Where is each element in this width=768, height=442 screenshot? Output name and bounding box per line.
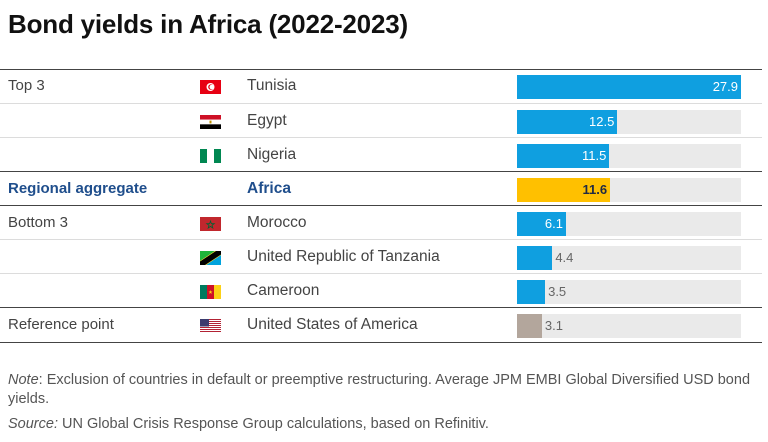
row-country-label: Tunisia [247, 77, 297, 94]
row-country-label: Morocco [247, 214, 307, 231]
bar-track: 3.1 [517, 314, 741, 338]
row-country-label: Nigeria [247, 146, 297, 163]
bar-value-label: 11.5 [582, 148, 607, 163]
table-row: Nigeria 11.5 [0, 137, 762, 171]
row-country-label: United Republic of Tanzania [247, 248, 440, 265]
bar-track: 11.5 [517, 144, 741, 168]
cameroon-flag-icon [200, 285, 221, 299]
bar [517, 144, 610, 168]
footnote-note: Note: Exclusion of countries in default … [8, 371, 758, 409]
table-row: Regional aggregate Africa 11.6 [0, 171, 762, 205]
bar-track: 6.1 [517, 212, 741, 236]
bar-track: 11.6 [517, 178, 741, 202]
row-group-label: Bottom 3 [8, 214, 69, 231]
tanzania-flag-icon [200, 251, 221, 265]
row-group-label: Reference point [8, 316, 114, 333]
bar-value-label: 27.9 [712, 79, 738, 94]
source-text: UN Global Crisis Response Group calculat… [57, 416, 489, 432]
row-country-label: Egypt [247, 112, 287, 129]
row-group-label: Regional aggregate [8, 180, 148, 197]
bar-value-label: 11.6 [582, 182, 608, 197]
table-row: Top 3 Tunisia 27.9 [0, 69, 762, 103]
bar [517, 314, 542, 338]
table-row: Reference point United States of America 3… [0, 307, 762, 341]
chart-title: Bond yields in Africa (2022-2023) [8, 9, 408, 39]
row-country-label: Cameroon [247, 282, 320, 299]
usa-flag-icon [200, 319, 221, 333]
bar [517, 280, 546, 304]
bar-value-label: 3.1 [544, 318, 563, 333]
bar-track: 3.5 [517, 280, 741, 304]
bar [517, 110, 618, 134]
bar-track: 27.9 [517, 75, 741, 99]
bar [517, 178, 611, 202]
bar-value-label: 12.5 [589, 114, 615, 129]
bar-value-label: 4.4 [555, 250, 574, 265]
bar [517, 75, 741, 99]
bar [517, 246, 553, 270]
row-country-label: United States of America [247, 316, 418, 333]
morocco-flag-icon [200, 217, 221, 231]
table-row: Bottom 3 Morocco 6.1 [0, 205, 762, 239]
table-row: Cameroon 3.5 [0, 273, 762, 307]
bar-value-label: 3.5 [548, 284, 567, 299]
egypt-flag-icon [200, 115, 221, 129]
bar-track: 12.5 [517, 110, 741, 134]
source-label: Source: [8, 416, 58, 432]
tunisia-flag-icon [200, 80, 221, 94]
table-row: United Republic of Tanzania 4.4 [0, 239, 762, 273]
nigeria-flag-icon [200, 149, 221, 163]
table-row: Egypt 12.5 [0, 103, 762, 137]
row-group-label: Top 3 [8, 77, 45, 94]
table-bottom-rule [0, 342, 762, 343]
row-country-label: Africa [247, 180, 291, 197]
note-text: : Exclusion of countries in default or p… [8, 372, 751, 407]
bar [517, 212, 566, 236]
bond-yield-table: Top 3 Tunisia 27.9 Egypt 12.5 Nigeria 11.5 Regi… [0, 69, 762, 341]
bar-value-label: 6.1 [544, 216, 563, 231]
bar-track: 4.4 [517, 246, 741, 270]
footnote-source: Source: UN Global Crisis Response Group … [8, 416, 489, 432]
table-top-rule [0, 69, 762, 70]
note-label: Note [8, 372, 39, 388]
